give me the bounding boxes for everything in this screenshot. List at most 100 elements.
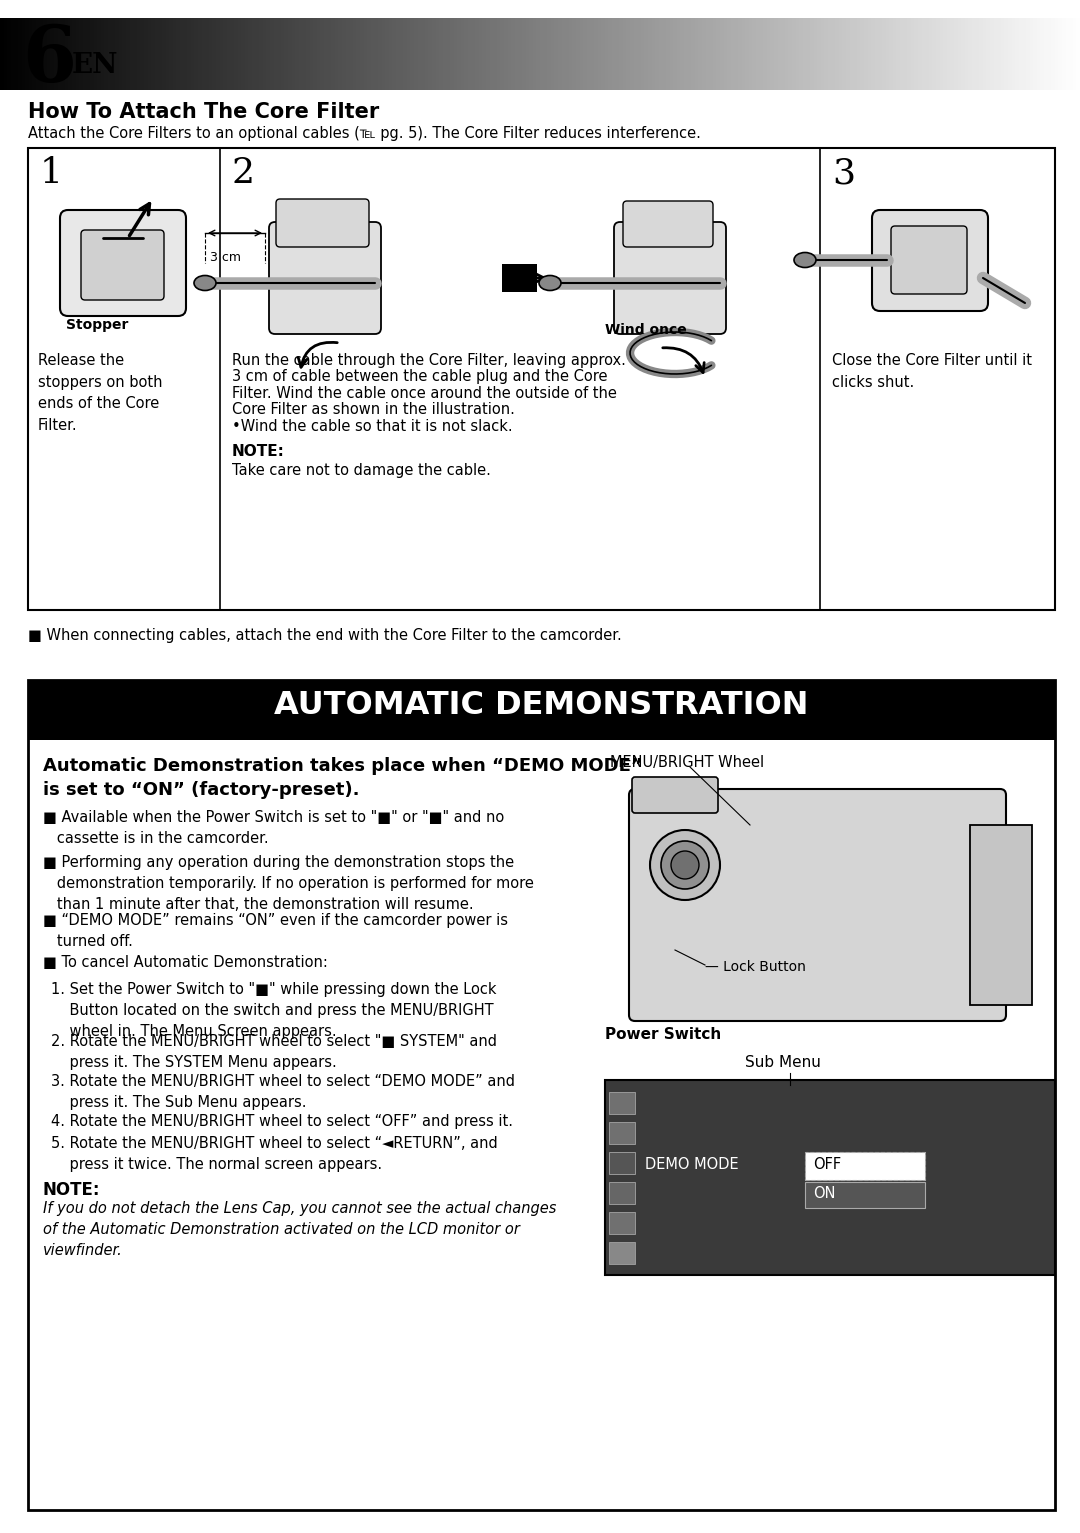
Bar <box>11 18 15 90</box>
Bar <box>716 18 721 90</box>
Bar <box>72 18 77 90</box>
Text: 2: 2 <box>232 156 255 190</box>
Bar <box>990 18 995 90</box>
Text: Filter. Wind the cable once around the outside of the: Filter. Wind the cable once around the o… <box>232 386 617 402</box>
Text: DEMO MODE: DEMO MODE <box>645 1157 739 1173</box>
Bar <box>832 18 836 90</box>
Bar <box>316 18 322 90</box>
Bar <box>497 18 501 90</box>
Ellipse shape <box>661 842 708 889</box>
Text: 6: 6 <box>22 21 76 98</box>
Bar <box>378 18 382 90</box>
Bar <box>597 18 603 90</box>
Text: MENU/BRIGHT Wheel: MENU/BRIGHT Wheel <box>610 754 765 770</box>
Bar <box>1072 18 1078 90</box>
Bar <box>111 18 117 90</box>
Bar <box>94 18 98 90</box>
Bar <box>173 18 177 90</box>
Bar <box>543 18 549 90</box>
Bar <box>975 18 981 90</box>
Text: Close the Core Filter until it
clicks shut.: Close the Core Filter until it clicks sh… <box>832 353 1032 389</box>
Bar <box>774 18 779 90</box>
Bar <box>921 18 927 90</box>
Bar <box>875 18 879 90</box>
Bar <box>321 18 325 90</box>
Bar <box>734 18 739 90</box>
Bar <box>602 18 606 90</box>
Bar <box>850 18 854 90</box>
Bar <box>1066 18 1070 90</box>
FancyBboxPatch shape <box>632 777 718 812</box>
Bar <box>133 18 138 90</box>
Text: NOTE:: NOTE: <box>43 1180 100 1199</box>
Bar <box>414 18 419 90</box>
Bar <box>846 18 851 90</box>
Bar <box>1026 18 1030 90</box>
Bar <box>227 18 231 90</box>
Bar <box>781 18 786 90</box>
Bar <box>853 18 858 90</box>
Bar <box>324 18 328 90</box>
Bar <box>770 18 775 90</box>
Bar <box>454 18 458 90</box>
Bar <box>483 18 487 90</box>
Bar <box>651 18 657 90</box>
Bar <box>612 18 617 90</box>
FancyBboxPatch shape <box>872 210 988 311</box>
Bar <box>36 18 41 90</box>
Bar <box>609 1182 635 1203</box>
Bar <box>630 18 635 90</box>
Bar <box>429 18 433 90</box>
Bar <box>904 18 908 90</box>
Bar <box>1037 18 1041 90</box>
Bar <box>292 18 296 90</box>
Bar <box>720 18 725 90</box>
Bar <box>302 18 307 90</box>
Bar <box>198 18 203 90</box>
Bar <box>267 18 271 90</box>
Bar <box>284 18 289 90</box>
Bar <box>802 18 808 90</box>
Text: How To Attach The Core Filter: How To Attach The Core Filter <box>28 103 379 123</box>
Bar <box>580 18 584 90</box>
Bar <box>572 18 577 90</box>
Bar <box>745 18 750 90</box>
Bar <box>278 18 282 90</box>
Bar <box>738 18 743 90</box>
Bar <box>576 18 581 90</box>
Bar <box>940 18 944 90</box>
Bar <box>778 18 782 90</box>
Bar <box>972 18 976 90</box>
Text: Core Filter as shown in the illustration.: Core Filter as shown in the illustration… <box>232 403 515 417</box>
Bar <box>818 18 822 90</box>
Bar <box>219 18 225 90</box>
Bar <box>400 18 404 90</box>
FancyBboxPatch shape <box>891 225 967 294</box>
Bar <box>824 18 829 90</box>
Bar <box>46 18 52 90</box>
Bar <box>486 18 490 90</box>
Bar <box>918 18 922 90</box>
Text: Automatic Demonstration takes place when “DEMO MODE”: Automatic Demonstration takes place when… <box>43 757 643 776</box>
Bar <box>108 18 112 90</box>
Bar <box>468 18 473 90</box>
Bar <box>500 18 505 90</box>
Bar <box>230 18 235 90</box>
Bar <box>464 18 469 90</box>
Text: OFF: OFF <box>813 1157 841 1173</box>
Text: Attach the Core Filters to an optional cables (℡ pg. 5). The Core Filter reduces: Attach the Core Filters to an optional c… <box>28 126 701 141</box>
Bar <box>273 18 279 90</box>
Bar <box>796 18 800 90</box>
Bar <box>295 18 300 90</box>
Bar <box>537 18 541 90</box>
Bar <box>634 18 638 90</box>
Bar <box>478 18 484 90</box>
Bar <box>691 18 696 90</box>
Bar <box>342 18 347 90</box>
Bar <box>22 18 26 90</box>
Text: Wind once: Wind once <box>605 323 687 337</box>
Text: 3 cm of cable between the cable plug and the Core: 3 cm of cable between the cable plug and… <box>232 369 607 385</box>
Bar <box>28 149 1055 610</box>
Bar <box>961 18 966 90</box>
Bar <box>407 18 411 90</box>
